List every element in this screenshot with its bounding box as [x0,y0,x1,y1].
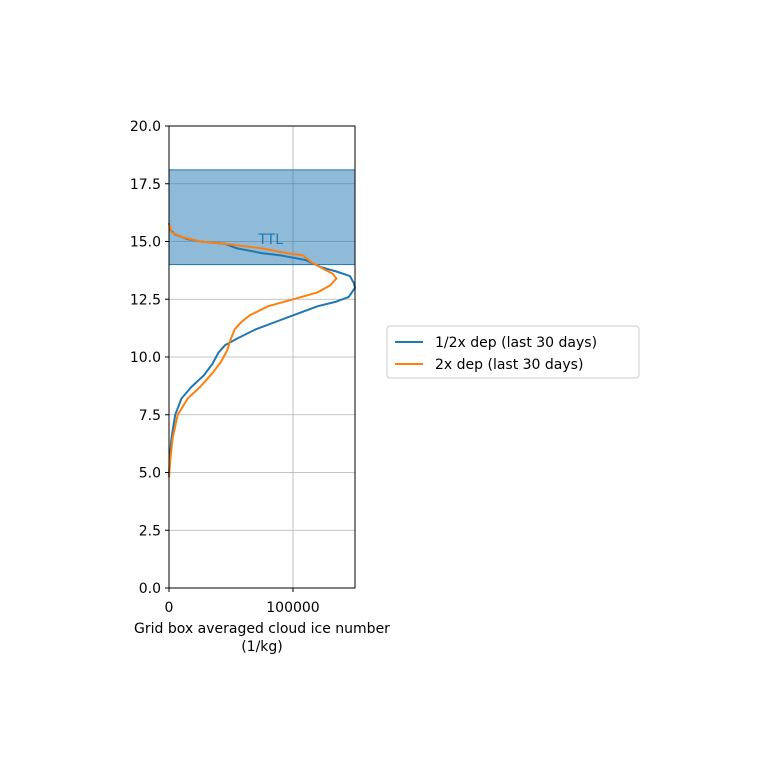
series-line-1 [168,222,338,478]
legend-label-1: 2x dep (last 30 days) [435,357,583,373]
x-tick-label-1: 100000 [266,600,319,616]
y-tick-label-7: 17.5 [130,177,161,193]
y-tick-label-2: 5.0 [139,466,161,482]
x-tick-label-0: 0 [165,600,174,616]
y-tick-label-8: 20.0 [130,119,161,135]
ttl-band [168,169,356,266]
series-line-0 [168,222,356,478]
ticks: 0.0 2.5 5.0 7.5 10.0 12.5 15.0 17.5 20.0 0 100000 [130,119,320,616]
legend-label-0: 1/2x dep (last 30 days) [435,335,597,351]
legend-box [386,325,640,379]
y-tick-label-1: 2.5 [139,523,161,539]
x-axis-label: Grid box averaged cloud ice number [134,621,390,637]
series-lines [168,222,356,478]
y-tick-label-5: 12.5 [130,292,161,308]
ttl-label: TTL [257,232,283,248]
ttl-band-group: TTL [168,169,356,266]
legend: 1/2x dep (last 30 days) 2x dep (last 30 d… [386,325,640,379]
y-tick-label-0: 0.0 [139,581,161,597]
y-tick-label-4: 10.0 [130,350,161,366]
x-axis-label-unit: (1/kg) [241,639,283,655]
y-tick-label-3: 7.5 [139,408,161,424]
y-tick-label-6: 15.0 [130,235,161,251]
